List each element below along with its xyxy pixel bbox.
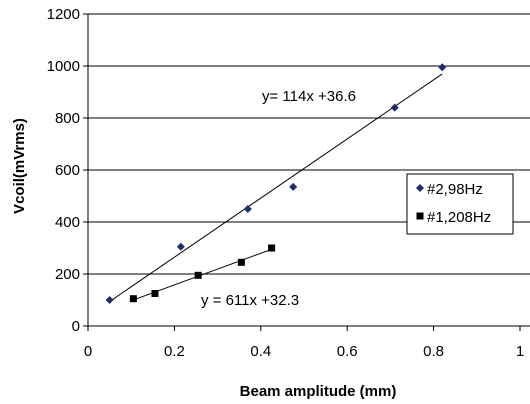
x-tick-label: 1 (516, 343, 524, 360)
x-tick-label: 0.8 (423, 343, 444, 360)
data-point-series-1 (176, 242, 185, 251)
legend: #2,98Hz #1,208Hz (406, 173, 514, 235)
y-tick-label: 800 (55, 110, 80, 127)
data-points (105, 63, 447, 304)
x-axis-ticks: 0 0.2 0.4 0.6 0.8 1 (84, 326, 524, 360)
data-point-series-1 (438, 63, 447, 72)
data-point-series-2 (129, 295, 137, 303)
data-point-series-1 (390, 103, 399, 112)
y-axis-title: Vcoil(mVrms) (11, 118, 28, 214)
gridlines (88, 13, 530, 275)
y-tick-label: 0 (72, 318, 80, 335)
y-tick-label: 1000 (47, 58, 80, 75)
x-tick-label: 0 (84, 343, 92, 360)
x-tick-label: 0.6 (337, 343, 358, 360)
trendline-label-series-1: y= 114x +36.6 (262, 88, 356, 105)
legend-label-series-1: #2,98Hz (427, 181, 483, 198)
legend-box (406, 173, 514, 235)
trendline-label-series-2: y = 611x +32.3 (201, 292, 299, 309)
legend-marker-series-1 (416, 184, 424, 192)
y-axis-ticks: 0 200 400 600 800 1000 1200 (47, 6, 88, 335)
data-point-series-1 (243, 205, 252, 213)
x-tick-label: 0.4 (250, 343, 271, 360)
data-point-series-1 (105, 296, 114, 304)
y-tick-label: 400 (55, 214, 80, 231)
data-point-series-2 (237, 258, 245, 266)
y-tick-label: 1200 (47, 6, 80, 23)
trendline-series-1 (109, 73, 443, 302)
x-tick-label: 0.2 (164, 343, 185, 360)
y-tick-label: 200 (55, 266, 80, 283)
data-point-series-2 (194, 271, 202, 279)
data-point-series-1 (289, 182, 298, 191)
y-tick-label: 600 (55, 162, 80, 179)
data-point-series-2 (268, 244, 276, 252)
x-axis-title: Beam amplitude (mm) (240, 383, 397, 400)
data-point-series-2 (151, 290, 159, 297)
legend-label-series-2: #1,208Hz (427, 209, 491, 226)
legend-marker-series-2 (416, 212, 424, 220)
